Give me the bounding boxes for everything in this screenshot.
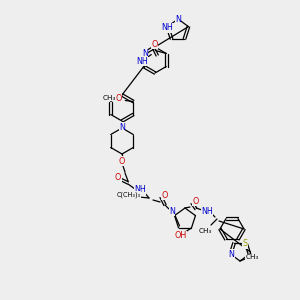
Text: CH₃: CH₃ bbox=[198, 228, 212, 234]
Text: O: O bbox=[115, 94, 122, 103]
Text: O: O bbox=[162, 190, 168, 200]
Text: N: N bbox=[175, 14, 181, 23]
Text: CH₃: CH₃ bbox=[245, 254, 259, 260]
Text: CH₃: CH₃ bbox=[103, 94, 116, 100]
Text: OH: OH bbox=[174, 231, 187, 240]
Text: C(CH₃)₃: C(CH₃)₃ bbox=[117, 192, 141, 198]
Text: NH: NH bbox=[134, 185, 146, 194]
Text: O: O bbox=[151, 40, 158, 49]
Text: N: N bbox=[142, 49, 148, 58]
Text: O: O bbox=[193, 196, 199, 206]
Text: N: N bbox=[169, 206, 175, 215]
Text: S: S bbox=[242, 239, 247, 248]
Text: NH: NH bbox=[201, 206, 213, 215]
Text: NH: NH bbox=[136, 57, 148, 66]
Text: N: N bbox=[229, 250, 234, 259]
Text: O: O bbox=[119, 157, 125, 166]
Text: O: O bbox=[115, 172, 121, 182]
Text: NH: NH bbox=[162, 23, 173, 32]
Text: N: N bbox=[119, 122, 125, 131]
